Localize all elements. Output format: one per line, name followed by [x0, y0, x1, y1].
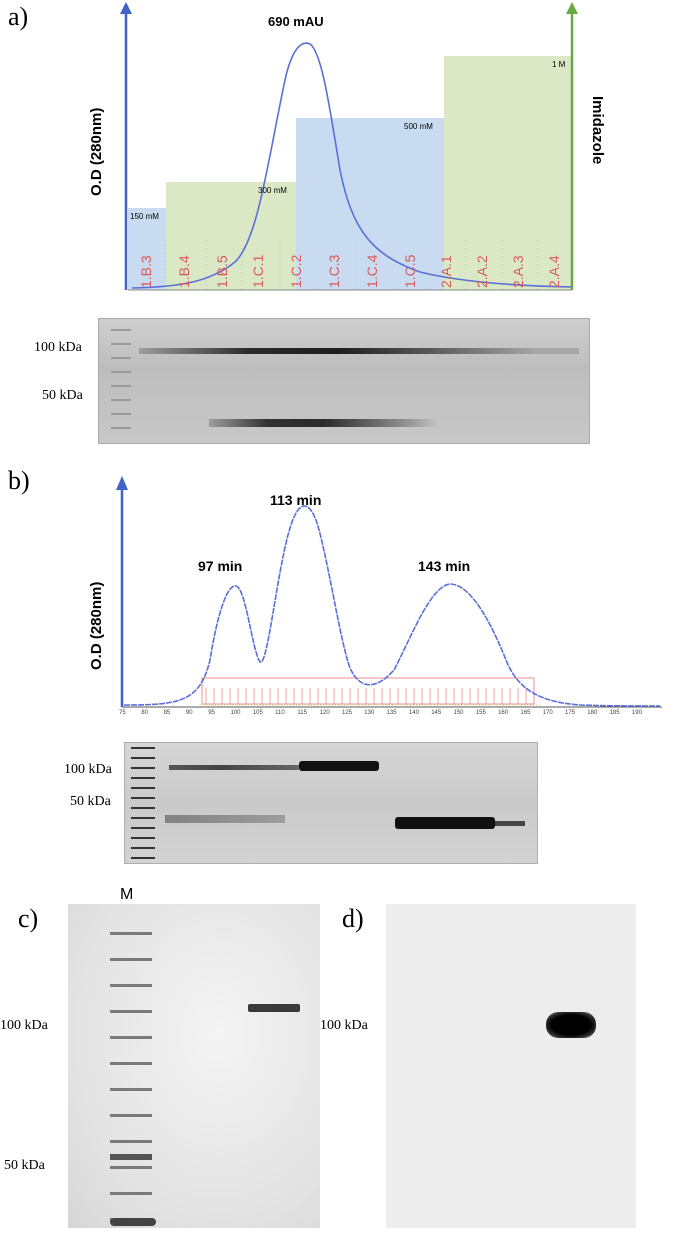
peak-label-143: 143 min [418, 558, 471, 574]
gel-a-marker-100: 100 kDa [34, 340, 82, 355]
gel-b [124, 742, 538, 864]
panel-b-label: b) [8, 466, 30, 495]
left-axis-b-arrow-icon [116, 476, 128, 490]
blot-d-marker-100: 100 kDa [320, 1018, 368, 1033]
gel-b-marker-100: 100 kDa [64, 762, 112, 777]
panel-c-label: c) [18, 904, 39, 933]
gel-c [68, 904, 320, 1228]
gel-c-marker-100: 100 kDa [0, 1018, 48, 1033]
x-tick-label: 165 [520, 710, 531, 716]
x-tick-label: 155 [475, 710, 486, 716]
x-tick-label: 105 [252, 710, 263, 716]
step-label-150: 150 mM [130, 212, 159, 221]
x-tick-label: 95 [208, 710, 215, 716]
x-tick-label: 180 [587, 710, 598, 716]
x-tick-label: 135 [386, 710, 397, 716]
od-trace-b [123, 505, 661, 707]
x-tick-label: 90 [185, 710, 193, 716]
od-trace-a [131, 42, 573, 289]
x-tick-label: 160 [498, 710, 509, 716]
blot-d [386, 904, 636, 1228]
x-tick-label: 115 [297, 710, 307, 716]
step-1m [444, 56, 572, 290]
x-tick-label: 140 [408, 710, 419, 716]
step-300mm [166, 182, 296, 290]
lane-label-m: M [120, 886, 134, 903]
x-tick-label: 145 [431, 710, 442, 716]
x-tick-label: 120 [319, 710, 330, 716]
step-label-300: 300 mM [258, 186, 287, 195]
peak-label-113: 113 min [270, 492, 322, 508]
x-tick-label: 150 [453, 710, 464, 716]
right-axis-arrow-icon [566, 2, 578, 14]
gel-a [98, 318, 590, 444]
x-tick-label: 170 [542, 710, 553, 716]
left-axis-arrow-icon [120, 2, 132, 14]
gel-a-marker-50: 50 kDa [42, 388, 83, 403]
x-tick-label: 190 [631, 710, 642, 716]
x-tick-label: 75 [119, 710, 126, 716]
x-tick-label: 185 [609, 710, 620, 716]
peak-label-97: 97 min [198, 558, 243, 574]
panel-b-y-axis-label: O.D (280nm) [88, 581, 105, 670]
x-tick-label: 80 [141, 710, 148, 716]
x-tick-label: 130 [364, 710, 375, 716]
x-tick-label: 175 [565, 710, 576, 716]
fraction-band-b [201, 677, 535, 705]
gel-c-marker-50: 50 kDa [4, 1158, 45, 1173]
x-tick-label: 125 [342, 710, 353, 716]
panel-d-label: d) [342, 904, 364, 933]
x-tick-label: 85 [163, 710, 171, 716]
panel-a-label: a) [8, 2, 29, 31]
step-label-500: 500 mM [404, 122, 433, 131]
gel-b-marker-50: 50 kDa [70, 794, 111, 809]
step-150mm [128, 208, 166, 290]
step-500mm [296, 118, 444, 290]
peak-label-690: 690 mAU [268, 14, 324, 29]
x-tick-label: 110 [275, 710, 285, 716]
x-tick-label: 100 [230, 710, 241, 716]
step-label-1m: 1 M [552, 60, 566, 69]
